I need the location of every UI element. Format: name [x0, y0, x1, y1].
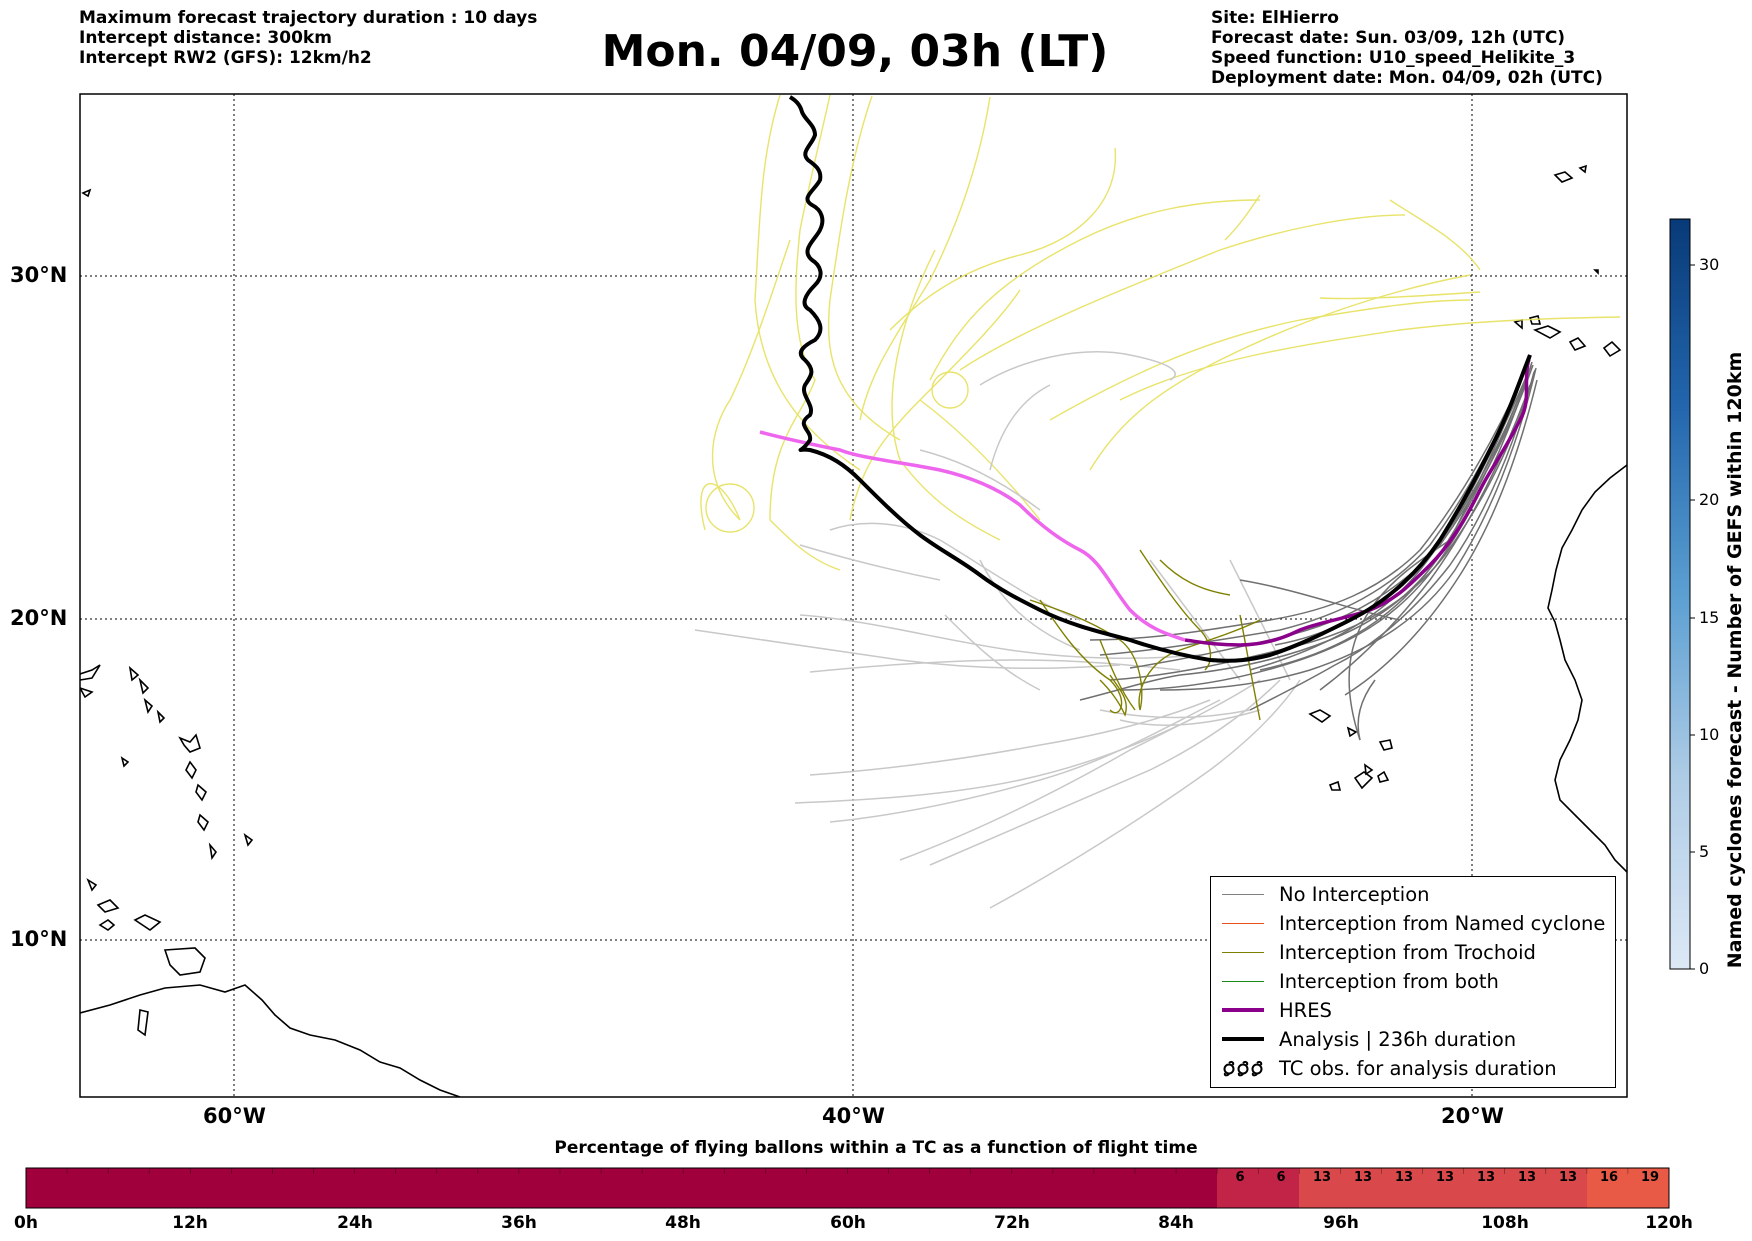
legend-item-named-cyclone: Interception from Named cyclone	[1221, 910, 1605, 936]
flight-tick-108h: 108h	[1481, 1213, 1529, 1233]
flight-tick-48h: 48h	[665, 1213, 701, 1233]
flight-tick-36h: 36h	[501, 1213, 537, 1233]
cell-value: 13	[1476, 1170, 1496, 1185]
canary-islands-coast	[1532, 325, 1562, 339]
trochoid-tracks	[1029, 549, 1261, 721]
map-legend: No Interception Interception from Named …	[1210, 876, 1616, 1088]
flight-time-bar	[25, 1167, 1670, 1209]
cell-value: 13	[1312, 1170, 1332, 1185]
flight-tick-0h: 0h	[14, 1213, 38, 1233]
legend-item-trochoid: Interception from Trochoid	[1221, 939, 1536, 965]
colorbar-tick-30: 30	[1699, 255, 1720, 274]
dark-grey-tracks	[1079, 354, 1538, 741]
page-title: Mon. 04/09, 03h (LT)	[601, 26, 1109, 77]
south-america-coast	[80, 984, 461, 1097]
flight-tick-84h: 84h	[1158, 1213, 1194, 1233]
cell-value: 19	[1640, 1170, 1660, 1185]
cell-value: 6	[1235, 1170, 1245, 1185]
flight-tick-72h: 72h	[994, 1213, 1030, 1233]
colorbar-tick-20: 20	[1699, 490, 1720, 509]
cell-value: 13	[1558, 1170, 1578, 1185]
legend-item-tc-obs: TC obs. for analysis duration	[1221, 1055, 1557, 1081]
hres-track	[1184, 354, 1532, 647]
cell-value: 16	[1599, 1170, 1619, 1185]
site-text: Site: ElHierro	[1211, 8, 1339, 28]
deployment-date-text: Deployment date: Mon. 04/09, 02h (UTC)	[1211, 68, 1603, 88]
flight-tick-24h: 24h	[337, 1213, 373, 1233]
hres-track-2	[759, 430, 1186, 642]
lon-label-60w: 60°W	[203, 1104, 266, 1128]
flight-tick-96h: 96h	[1323, 1213, 1359, 1233]
lat-label-10n: 10°N	[10, 927, 68, 951]
legend-item-hres: HRES	[1221, 997, 1332, 1023]
lat-label-30n: 30°N	[10, 263, 68, 287]
cell-value: 13	[1394, 1170, 1414, 1185]
lon-label-40w: 40°W	[822, 1104, 885, 1128]
legend-item-both: Interception from both	[1221, 968, 1499, 994]
cell-value: 13	[1517, 1170, 1537, 1185]
lat-label-20n: 20°N	[10, 606, 68, 630]
flight-tick-12h: 12h	[172, 1213, 208, 1233]
speed-function-text: Speed function: U10_speed_Helikite_3	[1211, 48, 1576, 68]
header-left-info: Maximum forecast trajectory duration : 1…	[79, 8, 537, 68]
trinidad-coast	[163, 947, 206, 976]
intercept-distance-text: Intercept distance: 300km	[79, 28, 332, 48]
lon-label-20w: 20°W	[1441, 1104, 1504, 1128]
intercept-rw2-text: Intercept RW2 (GFS): 12km/h2	[79, 48, 372, 68]
light-grey-tracks	[694, 351, 1301, 909]
tc-symbol-icon	[1221, 1055, 1265, 1081]
flight-time-bar-title: Percentage of flying ballons within a TC…	[554, 1138, 1198, 1158]
forecast-date-text: Forecast date: Sun. 03/09, 12h (UTC)	[1211, 28, 1566, 48]
legend-item-no-interception: No Interception	[1221, 881, 1430, 907]
cape-verde-coast	[1308, 709, 1332, 723]
flight-tick-120h: 120h	[1645, 1213, 1693, 1233]
max-duration-text: Maximum forecast trajectory duration : 1…	[79, 8, 538, 28]
cell-value: 6	[1276, 1170, 1286, 1185]
cell-value: 13	[1435, 1170, 1455, 1185]
cyclone-colorbar	[1669, 218, 1691, 970]
colorbar-tick-15: 15	[1699, 608, 1720, 627]
coastlines	[80, 164, 1627, 1097]
colorbar-tick-10: 10	[1699, 725, 1720, 744]
flight-tick-60h: 60h	[830, 1213, 866, 1233]
map-frame	[79, 93, 1628, 1098]
colorbar-title: Named cyclones forecast - Number of GEFS…	[1724, 351, 1746, 969]
cell-value: 13	[1353, 1170, 1373, 1185]
header-right-info: Site: ElHierro Forecast date: Sun. 03/09…	[1211, 8, 1603, 88]
analysis-track	[788, 95, 1532, 663]
legend-item-analysis: Analysis | 236h duration	[1221, 1026, 1516, 1052]
colorbar-tick-0: 0	[1699, 959, 1710, 978]
colorbar-tick-5: 5	[1699, 842, 1710, 861]
yellow-ensemble-tracks	[700, 94, 1621, 571]
africa-coast	[1547, 464, 1627, 873]
